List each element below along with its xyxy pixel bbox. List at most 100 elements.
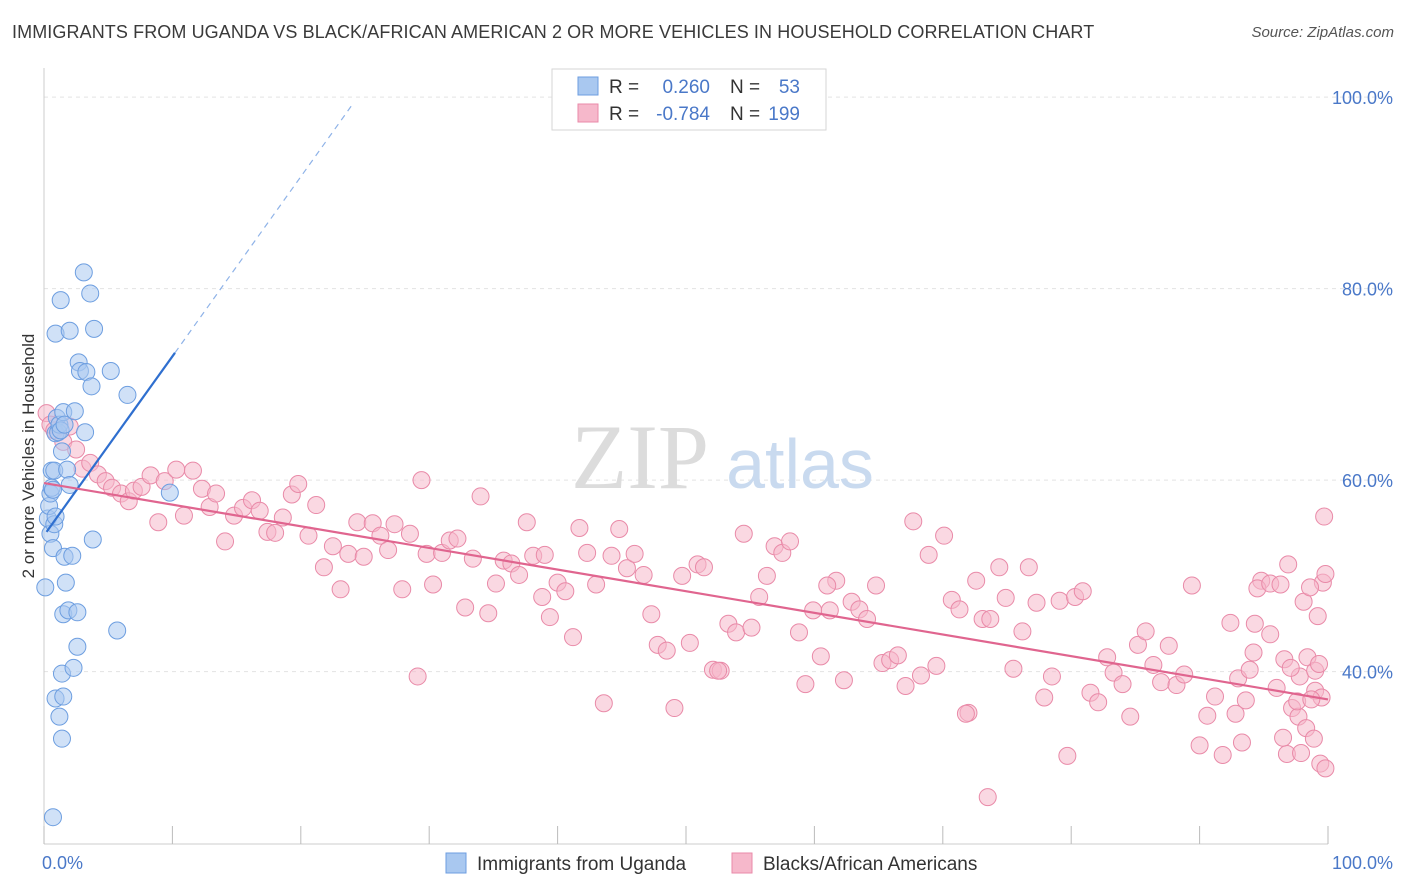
legend-blue-n-label: N = — [730, 77, 760, 98]
pink-point-55 — [463, 549, 482, 568]
pink-point-65 — [540, 608, 559, 627]
bottom-legend: Immigrants from Uganda Blacks/African Am… — [445, 852, 977, 875]
y-tick-label-3: 100.0% — [1332, 88, 1393, 108]
pink-point-145 — [1159, 636, 1178, 655]
pink-point-148 — [1182, 576, 1201, 595]
pink-point-153 — [1221, 613, 1240, 632]
pink-point-110 — [888, 646, 907, 665]
pink-point-50 — [424, 575, 443, 594]
pink-point-115 — [927, 656, 946, 675]
bottom-legend-pink-label: Blacks/African Americans — [763, 854, 977, 875]
pink-point-198 — [412, 471, 431, 490]
pink-point-140 — [1121, 707, 1140, 726]
pink-point-195 — [818, 576, 837, 595]
pink-point-18 — [167, 460, 186, 479]
pink-point-170 — [1271, 575, 1290, 594]
pink-point-190 — [1308, 607, 1327, 626]
pink-point-152 — [1213, 745, 1232, 764]
blue-point-41 — [68, 603, 87, 622]
legend-pink-r-label: R = — [609, 104, 639, 125]
blue-point-31 — [118, 385, 137, 404]
pink-point-197 — [535, 545, 554, 564]
pink-point-128 — [1027, 593, 1046, 612]
pink-point-74 — [610, 519, 629, 538]
legend-blue-swatch — [577, 76, 599, 96]
pink-point-155 — [1236, 691, 1255, 710]
pink-point-144 — [1152, 673, 1171, 692]
legend-pink-swatch — [577, 103, 599, 123]
pink-point-111 — [896, 677, 915, 696]
pink-point-130 — [1042, 667, 1061, 686]
pink-point-80 — [657, 641, 676, 660]
pink-point-196 — [709, 661, 728, 680]
legend-box: R = 0.260 N = 53 R = -0.784 N = 199 — [551, 68, 827, 131]
pink-point-56 — [471, 487, 490, 506]
pink-point-136 — [1089, 693, 1108, 712]
watermark: ZIP atlas — [571, 406, 874, 508]
pink-point-182 — [1245, 614, 1264, 633]
blue-point-51 — [160, 483, 179, 502]
pink-point-39 — [339, 544, 358, 563]
blue-point-33 — [76, 423, 95, 442]
legend-blue-r-value: 0.260 — [662, 77, 710, 98]
x-tick-label-1: 100.0% — [1332, 853, 1393, 873]
blue-point-49 — [43, 808, 62, 827]
blue-point-17 — [52, 442, 71, 461]
pink-point-122 — [981, 609, 1000, 628]
pink-point-125 — [1004, 659, 1023, 678]
pink-point-76 — [625, 544, 644, 563]
pink-point-48 — [408, 667, 427, 686]
blue-point-36 — [56, 573, 75, 592]
pink-point-192 — [1316, 564, 1335, 583]
pink-point-185 — [1292, 744, 1311, 763]
pink-point-171 — [1281, 658, 1300, 677]
blue-point-50 — [108, 621, 127, 640]
pink-point-151 — [1206, 687, 1225, 706]
blue-point-19 — [55, 415, 74, 434]
pink-point-62 — [517, 513, 536, 532]
pink-point-188 — [1279, 555, 1298, 574]
blue-point-42 — [68, 637, 87, 656]
pink-point-189 — [1301, 578, 1320, 597]
pink-point-184 — [1274, 728, 1293, 747]
blue-point-25 — [85, 319, 104, 338]
pink-point-183 — [1232, 733, 1251, 752]
pink-point-16 — [149, 513, 168, 532]
blue-point-0 — [36, 578, 55, 597]
pink-point-89 — [727, 623, 746, 642]
pink-point-180 — [1226, 704, 1245, 723]
pink-point-28 — [250, 501, 269, 520]
blue-point-30 — [101, 361, 120, 380]
pink-point-75 — [617, 559, 636, 578]
tick-labels: 40.0% 60.0% 80.0% 100.0% 0.0% 100.0% — [42, 88, 1393, 873]
pink-point-24 — [216, 532, 235, 551]
y-tick-label-1: 60.0% — [1342, 471, 1393, 491]
pink-point-134 — [1073, 582, 1092, 601]
pink-point-132 — [1058, 746, 1077, 765]
pink-point-120 — [967, 571, 986, 590]
pink-point-35 — [307, 496, 326, 515]
pink-point-181 — [1240, 660, 1259, 679]
pink-point-129 — [1035, 688, 1054, 707]
pink-point-112 — [904, 512, 923, 531]
blue-point-23 — [74, 263, 93, 282]
pink-point-100 — [811, 647, 830, 666]
pink-point-20 — [183, 461, 202, 480]
legend-pink-n-value: 199 — [768, 104, 800, 125]
pink-point-53 — [448, 529, 467, 548]
pink-point-19 — [174, 506, 193, 525]
trend-lines — [43, 104, 1329, 701]
x-tick-label-0: 0.0% — [42, 853, 83, 873]
pink-point-149 — [1190, 736, 1209, 755]
pink-point-40 — [348, 513, 367, 532]
legend-blue-n-value: 53 — [779, 77, 800, 98]
pink-point-127 — [1019, 558, 1038, 577]
axes — [43, 68, 1329, 845]
blue-point-38 — [83, 530, 102, 549]
pink-point-113 — [911, 666, 930, 685]
pink-point-103 — [834, 671, 853, 690]
pink-point-44 — [379, 541, 398, 560]
source-label: Source: ZipAtlas.com — [1251, 24, 1394, 41]
pink-point-91 — [742, 618, 761, 637]
pink-point-107 — [867, 576, 886, 595]
